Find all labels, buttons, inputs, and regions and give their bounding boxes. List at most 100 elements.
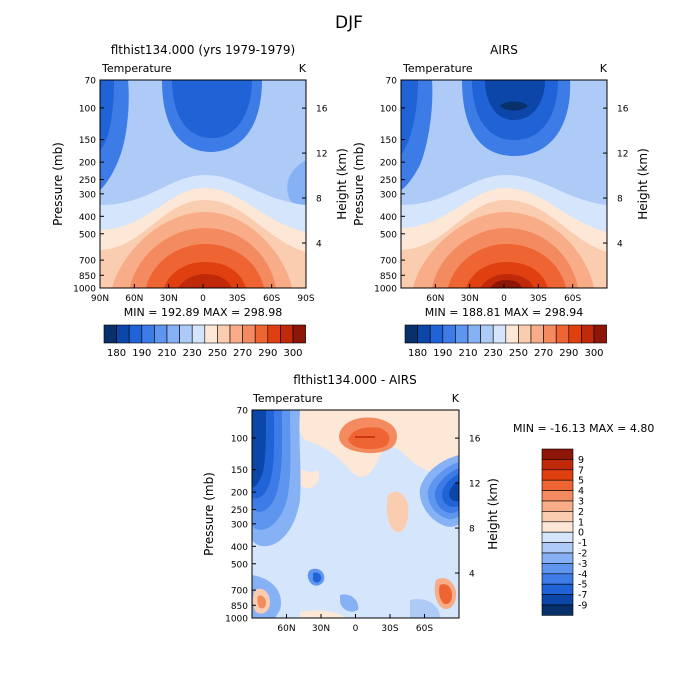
- panel-title: flthist134.000 - AIRS: [293, 373, 416, 387]
- contour-band: [410, 598, 440, 618]
- contour-band: [490, 280, 522, 288]
- y-tick-label: 400: [231, 543, 248, 553]
- colorbar-swatch: [530, 324, 544, 344]
- y-tick-label: 150: [380, 136, 397, 146]
- stats-text: MIN = 188.81 MAX = 298.94: [425, 306, 583, 319]
- y-tick-label: 850: [79, 272, 96, 282]
- figure-title: DJF: [335, 13, 363, 33]
- y-tick-label: 200: [79, 159, 96, 169]
- y-tick-label: 250: [380, 176, 397, 186]
- y-tick-label: 300: [231, 520, 248, 530]
- x-tick-label: 60S: [416, 624, 433, 634]
- x-tick-label: 0: [501, 294, 507, 304]
- y-tick-label: 1000: [374, 285, 397, 295]
- colorbar-label: -4: [578, 569, 587, 580]
- colorbar-label: 0: [578, 528, 584, 539]
- y-axis-label: Pressure (mb): [51, 142, 65, 226]
- x-tick-label: 60S: [263, 294, 280, 304]
- colorbar-swatch: [581, 324, 595, 344]
- colorbar-swatch: [541, 479, 574, 491]
- colorbar-label: -5: [578, 580, 587, 591]
- panel-units: K: [600, 62, 608, 75]
- colorbar-swatch: [404, 324, 418, 344]
- height-tick-label: 4: [617, 240, 623, 250]
- height-tick-label: 16: [316, 105, 328, 115]
- y-tick-label: 400: [79, 213, 96, 223]
- axis-ticks: 70 100 150 200 250 300 400 500 700 850 1000 16 12 8 4 6…: [374, 77, 629, 305]
- colorbar-swatch: [541, 448, 574, 460]
- colorbar-swatch: [267, 324, 281, 344]
- colorbar-swatch: [543, 324, 557, 344]
- contour-band: [485, 80, 545, 120]
- colorbar-label: 2: [578, 507, 584, 518]
- contour-band: [287, 160, 306, 210]
- contour-band: [348, 427, 390, 449]
- colorbar-label: 1: [578, 517, 584, 528]
- contour-band: [172, 80, 252, 138]
- y-axis-label: Pressure (mb): [352, 142, 366, 226]
- y-axis-right-label: Height (km): [335, 148, 349, 219]
- colorbar-swatch: [541, 490, 574, 502]
- colorbar-swatch: [541, 563, 574, 575]
- panel-title: flthist134.000 (yrs 1979-1979): [111, 43, 295, 57]
- colorbar-label: 300: [584, 348, 603, 359]
- height-tick-label: 8: [316, 195, 322, 205]
- stats-text: MIN = 192.89 MAX = 298.98: [124, 306, 282, 319]
- contour-band: [252, 410, 266, 488]
- colorbar-label: 250: [509, 348, 528, 359]
- colorbar-swatch: [541, 552, 574, 564]
- height-tick-label: 8: [469, 525, 475, 535]
- colorbar: 180 190 210 230 250 270 290 300: [103, 324, 306, 359]
- colorbar-swatch: [593, 324, 607, 344]
- colorbar-label: 7: [578, 465, 584, 476]
- y-tick-label: 70: [85, 77, 97, 87]
- x-tick-label: 60N: [426, 294, 444, 304]
- x-tick-label: 30S: [530, 294, 547, 304]
- axis-ticks: 70 100 150 200 250 300 400 500 700 850 1000 16 12 8 4 9…: [73, 77, 328, 305]
- colorbar-label: 290: [559, 348, 578, 359]
- height-tick-label: 12: [316, 150, 327, 160]
- x-tick-label: 90S: [297, 294, 314, 304]
- colorbar-swatch: [103, 324, 117, 344]
- colorbar-label: 190: [433, 348, 452, 359]
- y-tick-label: 700: [380, 257, 397, 267]
- colorbar-swatch: [191, 324, 206, 344]
- colorbar-label: 180: [408, 348, 427, 359]
- y-tick-label: 200: [380, 159, 397, 169]
- x-tick-label: 60N: [277, 624, 295, 634]
- colorbar-label: 210: [157, 348, 176, 359]
- colorbar-swatch: [480, 324, 494, 344]
- contour-band: [340, 594, 359, 612]
- colorbar-swatch: [541, 521, 574, 533]
- contour-band: [313, 572, 322, 583]
- colorbar-label: 290: [258, 348, 277, 359]
- colorbar-swatch: [541, 469, 574, 481]
- x-tick-label: 60S: [564, 294, 581, 304]
- contour-band: [449, 480, 459, 502]
- colorbar-label: 180: [107, 348, 126, 359]
- y-tick-label: 700: [231, 587, 248, 597]
- colorbar-swatch: [429, 324, 444, 344]
- colorbar-swatch: [492, 324, 507, 344]
- colorbar-label: 300: [283, 348, 302, 359]
- colorbar-label: 4: [578, 486, 584, 497]
- panel-model: flthist134.000 (yrs 1979-1979) Temperatu…: [51, 43, 349, 359]
- colorbar-swatch: [154, 324, 168, 344]
- colorbar-label: 9: [578, 455, 584, 466]
- colorbar-swatch: [417, 324, 431, 344]
- colorbar-label: 250: [208, 348, 227, 359]
- colorbar-swatch: [541, 511, 574, 523]
- panel-subtitle: Temperature: [402, 62, 473, 75]
- panel-difference: flthist134.000 - AIRS Temperature K: [202, 373, 654, 634]
- colorbar-label: -2: [578, 549, 587, 560]
- height-tick-label: 4: [469, 570, 475, 580]
- y-axis-right-label: Height (km): [486, 478, 500, 549]
- colorbar-swatch: [541, 542, 574, 554]
- x-tick-label: 0: [200, 294, 206, 304]
- colorbar-swatch: [541, 500, 574, 512]
- y-tick-label: 1000: [225, 615, 248, 625]
- colorbar-label: -9: [578, 601, 587, 612]
- axis-ticks: 70 100 150 200 250 300 400 500 700 850 1000 16 12 8 4 6…: [225, 407, 481, 635]
